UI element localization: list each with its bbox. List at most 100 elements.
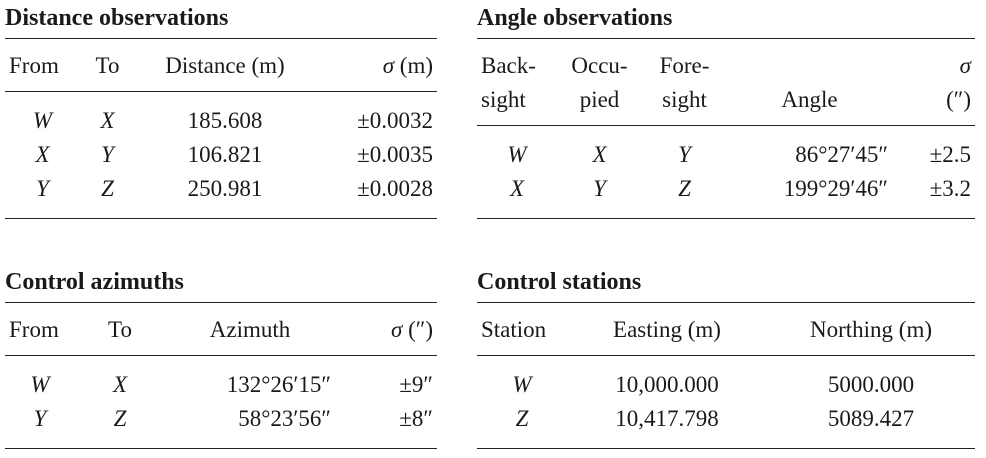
table-cell: Z: [113, 406, 127, 431]
header-line: σ: [959, 53, 971, 78]
table-cell: 199°29′46″: [783, 176, 888, 201]
header-line: Northing (m): [809, 317, 932, 342]
table-cell: X: [100, 108, 115, 133]
table-cell: Y: [593, 176, 606, 201]
section-title: Control azimuths: [5, 269, 184, 295]
column-header: σ (″): [892, 38, 975, 126]
column-header: Easting (m): [567, 302, 767, 356]
header-line: Easting (m): [613, 317, 721, 342]
header-line: σ (″): [391, 317, 433, 342]
table-cell: ±2.5: [929, 142, 971, 167]
table-cell: X: [592, 142, 607, 167]
table-cell: Y: [678, 142, 691, 167]
table-head: From To Distance (m) σ (m): [5, 38, 437, 92]
header-line: To: [108, 317, 132, 342]
table-cell: X: [35, 142, 50, 167]
table-cell: W: [507, 142, 527, 167]
column-header: Fore-sight: [642, 38, 727, 126]
header-line: sight: [481, 87, 526, 112]
table: Back-sight Occu-pied Fore-sight Angle σ (″) W X…: [477, 38, 975, 219]
column-header: From: [5, 38, 80, 92]
table-row: X Y 106.821 ±0.0035: [5, 138, 437, 172]
table: From To Distance (m) σ (m) W X 185.608 ±0.0032 X…: [5, 38, 437, 219]
table-row: W X 185.608 ±0.0032: [5, 92, 437, 139]
column-header: σ (″): [335, 302, 437, 356]
column-header: To: [80, 38, 135, 92]
header-line: Distance (m): [165, 53, 285, 78]
table-cell: 250.981: [187, 176, 263, 201]
table-head: From To Azimuth σ (″): [5, 302, 437, 356]
table-row: W X 132°26′15″ ±9″: [5, 356, 437, 403]
table-cell: 86°27′45″: [795, 142, 888, 167]
table-row: W 10,000.000 5000.000: [477, 356, 975, 403]
table-cell: X: [509, 176, 525, 201]
column-header: Northing (m): [767, 302, 975, 356]
section-title: Distance observations: [5, 5, 229, 31]
azimuths-section: Control azimuths From To Azimuth σ (″) W X 132°…: [5, 264, 437, 449]
header-line: σ (m): [382, 53, 433, 78]
table-cell: 132°26′15″: [226, 372, 331, 397]
table-row: X Y Z 199°29′46″ ±3.2: [477, 172, 975, 219]
table-row: Y Z 250.981 ±0.0028: [5, 172, 437, 219]
table-cell: 10,000.000: [615, 372, 719, 397]
column-header: Azimuth: [165, 302, 335, 356]
table-row: W X Y 86°27′45″ ±2.5: [477, 126, 975, 173]
header-line: From: [9, 317, 59, 342]
header-line: Angle: [781, 87, 838, 112]
table-row: Z 10,417.798 5089.427: [477, 402, 975, 449]
table-cell: W: [32, 108, 53, 133]
table-cell: Z: [515, 406, 529, 431]
table-body: W 10,000.000 5000.000 Z 10,417.798 5089.427: [477, 356, 975, 449]
table-cell: Y: [33, 406, 47, 431]
table-cell: 106.821: [187, 142, 263, 167]
table-cell: ±0.0032: [357, 108, 433, 133]
table-cell: ±0.0035: [357, 142, 433, 167]
table-cell: X: [112, 372, 128, 397]
table-head: Back-sight Occu-pied Fore-sight Angle σ (″): [477, 38, 975, 126]
column-header: To: [75, 302, 165, 356]
table-cell: 5000.000: [827, 372, 915, 397]
table-cell: Z: [101, 176, 114, 201]
column-header: Station: [477, 302, 567, 356]
distance-section: Distance observations From To Distance (m) σ…: [5, 0, 437, 219]
table-cell: ±3.2: [929, 176, 971, 201]
header-line: Azimuth: [209, 317, 291, 342]
table-body: W X 132°26′15″ ±9″ Y Z 58°23′56″ ±8″: [5, 356, 437, 449]
header-row: From To Azimuth σ (″): [5, 302, 437, 356]
table-cell: Y: [101, 142, 114, 167]
column-header: Back-sight: [477, 38, 557, 126]
column-header: From: [5, 302, 75, 356]
header-row: Back-sight Occu-pied Fore-sight Angle σ (″): [477, 38, 975, 126]
header-line: pied: [579, 87, 620, 112]
table-cell: 58°23′56″: [238, 406, 331, 431]
stations-section: Control stations Station Easting (m) Northi…: [477, 264, 975, 449]
header-line: Fore-: [659, 53, 710, 78]
angle-section: Angle observations Back-sight Occu-pied For…: [477, 0, 975, 219]
column-header: Occu-pied: [557, 38, 642, 126]
table: From To Azimuth σ (″) W X 132°26′15″ ±9″ Y Z 58°23…: [5, 302, 437, 449]
table-cell: ±9″: [399, 372, 433, 397]
column-header: σ (m): [315, 38, 437, 92]
table-body: W X Y 86°27′45″ ±2.5 X Y Z 199°29′46″ ±3.2: [477, 126, 975, 219]
column-header: Distance (m): [135, 38, 315, 92]
table-cell: ±0.0028: [357, 176, 433, 201]
table-cell: W: [512, 372, 532, 397]
table-cell: Y: [36, 176, 49, 201]
section-title: Angle observations: [477, 5, 673, 31]
table-cell: Z: [678, 176, 691, 201]
section-title: Control stations: [477, 269, 642, 295]
header-line: Back-: [481, 53, 536, 78]
header-line: Occu-: [571, 53, 628, 78]
header-line: To: [95, 53, 120, 78]
table-row: Y Z 58°23′56″ ±8″: [5, 402, 437, 449]
table-cell: 10,417.798: [615, 406, 719, 431]
table-body: W X 185.608 ±0.0032 X Y 106.821 ±0.0035 Y Z 250.98…: [5, 92, 437, 219]
table: Station Easting (m) Northing (m) W 10,000.00…: [477, 302, 975, 449]
table-cell: ±8″: [399, 406, 433, 431]
header-line: (″): [946, 87, 971, 112]
table-cell: 5089.427: [827, 406, 915, 431]
header-line: Station: [481, 317, 547, 342]
column-header: Angle: [727, 38, 892, 126]
table-cell: 185.608: [187, 108, 263, 133]
